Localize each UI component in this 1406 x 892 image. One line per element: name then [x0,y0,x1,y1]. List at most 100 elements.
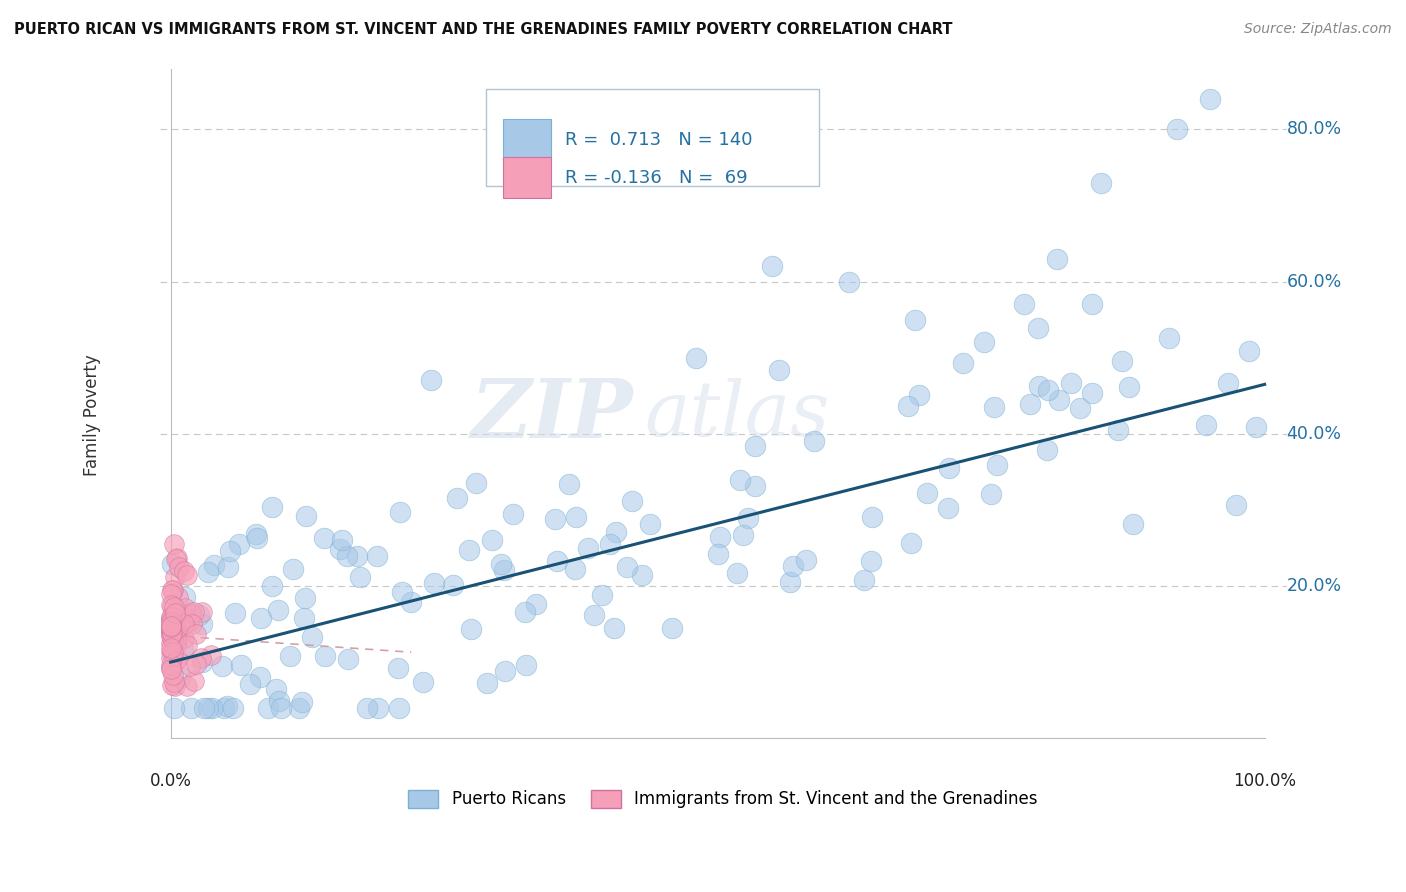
Point [1036,383,1059,397]
Point [214,701,236,715]
Point [492,563,515,577]
Point [1225,498,1247,512]
Point [524,597,547,611]
Point [329,541,352,556]
Point [160,629,183,643]
Point [176,638,198,652]
Point [761,260,783,274]
Point [217,559,239,574]
Point [165,632,187,646]
Point [288,701,311,715]
Point [163,599,186,614]
Text: Family Poverty: Family Poverty [83,354,101,475]
Point [163,675,186,690]
Point [160,661,183,675]
Point [257,701,280,715]
Point [245,527,267,541]
Point [638,516,661,531]
Point [174,601,197,615]
Text: ZIP: ZIP [471,375,633,455]
Point [246,531,269,545]
Point [367,701,389,715]
Point [160,611,183,625]
Point [502,507,524,521]
Point [544,511,567,525]
Point [1218,376,1240,390]
Point [239,677,262,691]
Point [218,544,240,558]
Point [160,583,183,598]
Point [314,648,336,663]
Point [163,615,186,630]
Point [159,662,181,676]
Point [356,701,378,715]
FancyBboxPatch shape [503,157,551,198]
Point [744,479,766,493]
Point [1012,297,1035,311]
Point [174,590,197,604]
Point [163,655,186,669]
Point [564,562,586,576]
Point [1028,379,1050,393]
Point [163,701,186,715]
Point [270,701,292,715]
Point [165,623,187,637]
Point [173,607,195,622]
Point [183,673,205,688]
Point [173,617,195,632]
Point [186,627,208,641]
Point [1111,353,1133,368]
Point [336,549,359,564]
Point [1069,401,1091,415]
Text: 60.0%: 60.0% [1286,273,1341,291]
Point [605,524,627,539]
Point [796,552,818,566]
Point [349,569,371,583]
Point [201,701,224,715]
Point [973,334,995,349]
Point [603,621,626,635]
Point [725,566,748,580]
Point [494,664,516,678]
Point [620,494,643,508]
Point [685,351,707,365]
Point [387,660,409,674]
Point [1157,331,1180,345]
Point [707,547,730,561]
Point [160,599,183,614]
Point [897,400,920,414]
Point [903,312,925,326]
Point [166,639,188,653]
Point [160,625,183,640]
Point [159,645,181,659]
Point [980,487,1002,501]
Point [162,632,184,647]
Point [599,537,621,551]
Point [184,657,207,671]
Point [166,590,188,604]
Point [169,560,191,574]
Point [301,630,323,644]
Point [332,533,354,548]
Point [1090,176,1112,190]
Point [401,595,423,609]
Point [709,530,731,544]
Text: Source: ZipAtlas.com: Source: ZipAtlas.com [1244,22,1392,37]
Point [1026,321,1049,335]
Point [179,615,201,629]
Point [419,373,441,387]
Point [441,577,464,591]
Point [477,676,499,690]
Point [515,657,537,672]
Point [860,510,883,524]
Point [162,583,184,598]
Point [388,701,411,715]
Point [1195,418,1218,433]
Point [557,477,579,491]
Point [197,701,219,715]
Point [190,650,212,665]
Point [938,460,960,475]
Point [616,560,638,574]
Point [1019,397,1042,411]
Point [160,614,183,628]
